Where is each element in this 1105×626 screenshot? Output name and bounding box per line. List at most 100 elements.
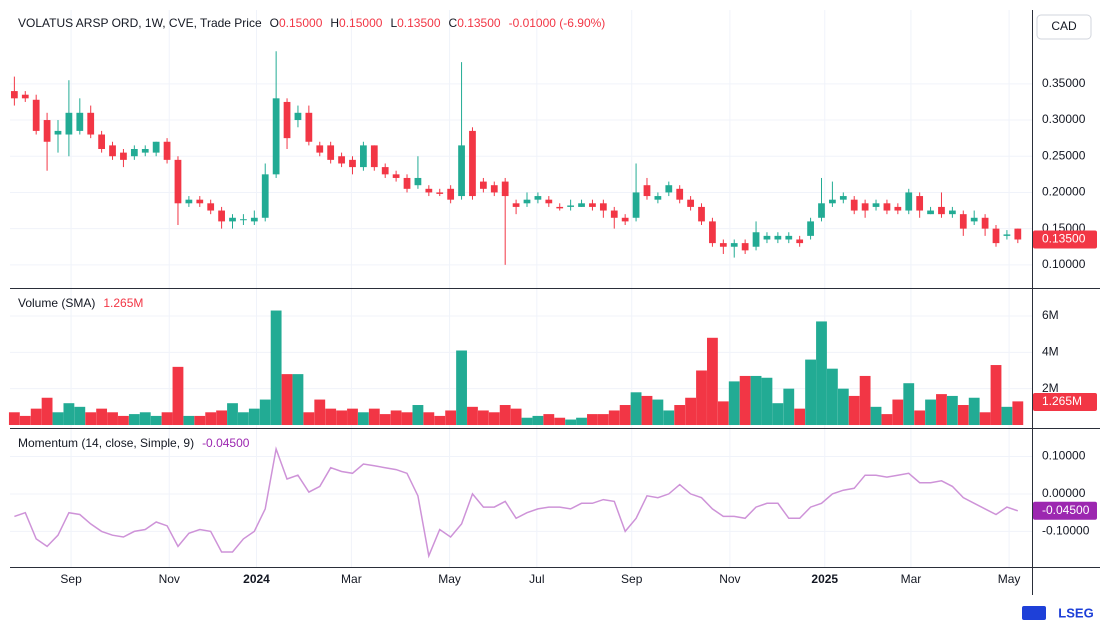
candle-body xyxy=(763,235,771,240)
volume-bar xyxy=(1012,401,1024,426)
candle-body xyxy=(447,188,455,200)
volume-bar xyxy=(826,368,838,426)
candle-body xyxy=(850,199,858,211)
candle-body xyxy=(76,112,84,131)
volume-bar xyxy=(357,412,369,426)
volume-bar xyxy=(8,412,20,426)
volume-bar xyxy=(412,405,424,426)
last-price-tag xyxy=(1033,230,1097,249)
candle-body xyxy=(501,181,509,197)
candle-body xyxy=(109,145,116,157)
volume-bar xyxy=(761,377,773,426)
volume-bar xyxy=(194,415,206,426)
volume-bar xyxy=(750,375,762,426)
candle-body xyxy=(654,196,662,200)
candle-body xyxy=(719,243,727,247)
candle-body xyxy=(392,174,400,178)
labels: Sep Nov 2024 Mar May Jul Sep Nov 2025 Mar May 0.100… xyxy=(18,16,1097,586)
candle-body xyxy=(436,192,444,194)
candle-body xyxy=(458,145,465,197)
candle-body xyxy=(861,203,869,211)
volume-bar xyxy=(990,365,1002,426)
legend-item: Momentum (14, close, Simple, 9) xyxy=(18,436,194,450)
candle-body xyxy=(316,145,324,153)
candle-body xyxy=(207,203,215,211)
volume-bar xyxy=(303,412,315,426)
volume-bar xyxy=(52,412,64,426)
x-tick-label: 2025 xyxy=(811,572,838,586)
currency[interactable]: CAD xyxy=(1051,19,1077,33)
legend-item: -0.04500 xyxy=(202,436,250,450)
candle-body xyxy=(21,94,29,99)
candle-body xyxy=(676,188,684,200)
candle-body xyxy=(163,141,171,160)
volume-bar xyxy=(696,370,707,426)
candle-body xyxy=(218,210,225,222)
volume-bar xyxy=(663,410,675,426)
candle-body xyxy=(141,149,149,153)
candle-body xyxy=(425,188,433,193)
momentum-line xyxy=(14,446,1019,559)
volume-bar xyxy=(881,414,893,426)
volume-bar xyxy=(816,321,827,426)
volume-bar xyxy=(259,399,271,426)
volume-bar xyxy=(979,412,991,426)
y-tick-label: 0.00000 xyxy=(1042,486,1086,500)
candle-body xyxy=(556,206,564,209)
candle-body xyxy=(796,239,804,244)
volume-bar xyxy=(805,359,816,426)
currency-button[interactable] xyxy=(1036,14,1092,40)
volume-bar xyxy=(401,412,413,426)
y-tick-label: 4M xyxy=(1042,344,1059,358)
volume-bar xyxy=(925,399,936,426)
volume-bar xyxy=(41,397,53,426)
momentum-tag xyxy=(1033,501,1097,520)
x-tick-label: Nov xyxy=(159,572,180,586)
volume-bar xyxy=(281,374,293,426)
volume-bar xyxy=(107,412,118,426)
volume-bar xyxy=(892,399,904,426)
candle-body xyxy=(305,112,313,142)
volume-bar xyxy=(227,403,238,426)
candle-body xyxy=(65,112,73,135)
x-tick-label: Mar xyxy=(341,572,362,586)
volume-bar xyxy=(456,350,467,426)
y-tick-label: 0.10000 xyxy=(1042,257,1086,271)
candle-body xyxy=(992,228,1000,244)
volume-bar xyxy=(445,410,457,426)
volume-bar xyxy=(63,403,75,426)
candle-body xyxy=(927,210,934,215)
candle-body xyxy=(872,203,880,207)
volume-bar xyxy=(630,392,642,426)
volume-bar xyxy=(717,401,729,426)
candle-body xyxy=(829,199,836,204)
volume-bar xyxy=(118,415,129,426)
legend-item: H xyxy=(330,16,339,30)
candle-body xyxy=(785,235,793,240)
volume-bar xyxy=(85,412,97,426)
candle-body xyxy=(883,203,891,211)
legend: Volume (SMA) 1.265M xyxy=(18,296,143,310)
x-tick-label: Mar xyxy=(901,572,922,586)
legend-item: 0.13500 xyxy=(457,16,501,30)
y-tick-label: 0.20000 xyxy=(1042,185,1086,199)
candle-body xyxy=(839,196,847,200)
volume-bar xyxy=(619,405,631,426)
legend-item: O xyxy=(270,16,279,30)
candle-body xyxy=(240,219,247,221)
legend-item: -0.01000 (-6.90%) xyxy=(509,16,606,30)
volume-bar xyxy=(521,417,533,426)
volume-sma-tag-label: 1.265M xyxy=(1042,394,1082,408)
volume-bar xyxy=(707,337,718,426)
volume-bar xyxy=(205,412,217,426)
candle-body xyxy=(981,217,989,229)
candle-body xyxy=(709,221,716,244)
grid xyxy=(10,10,1032,567)
candle-body xyxy=(152,141,160,153)
volume-bar xyxy=(870,406,882,426)
volume-bar xyxy=(772,403,784,426)
momentum-tag-label: -0.04500 xyxy=(1042,503,1090,517)
volume-bar xyxy=(347,408,358,426)
candle-body xyxy=(938,206,945,215)
